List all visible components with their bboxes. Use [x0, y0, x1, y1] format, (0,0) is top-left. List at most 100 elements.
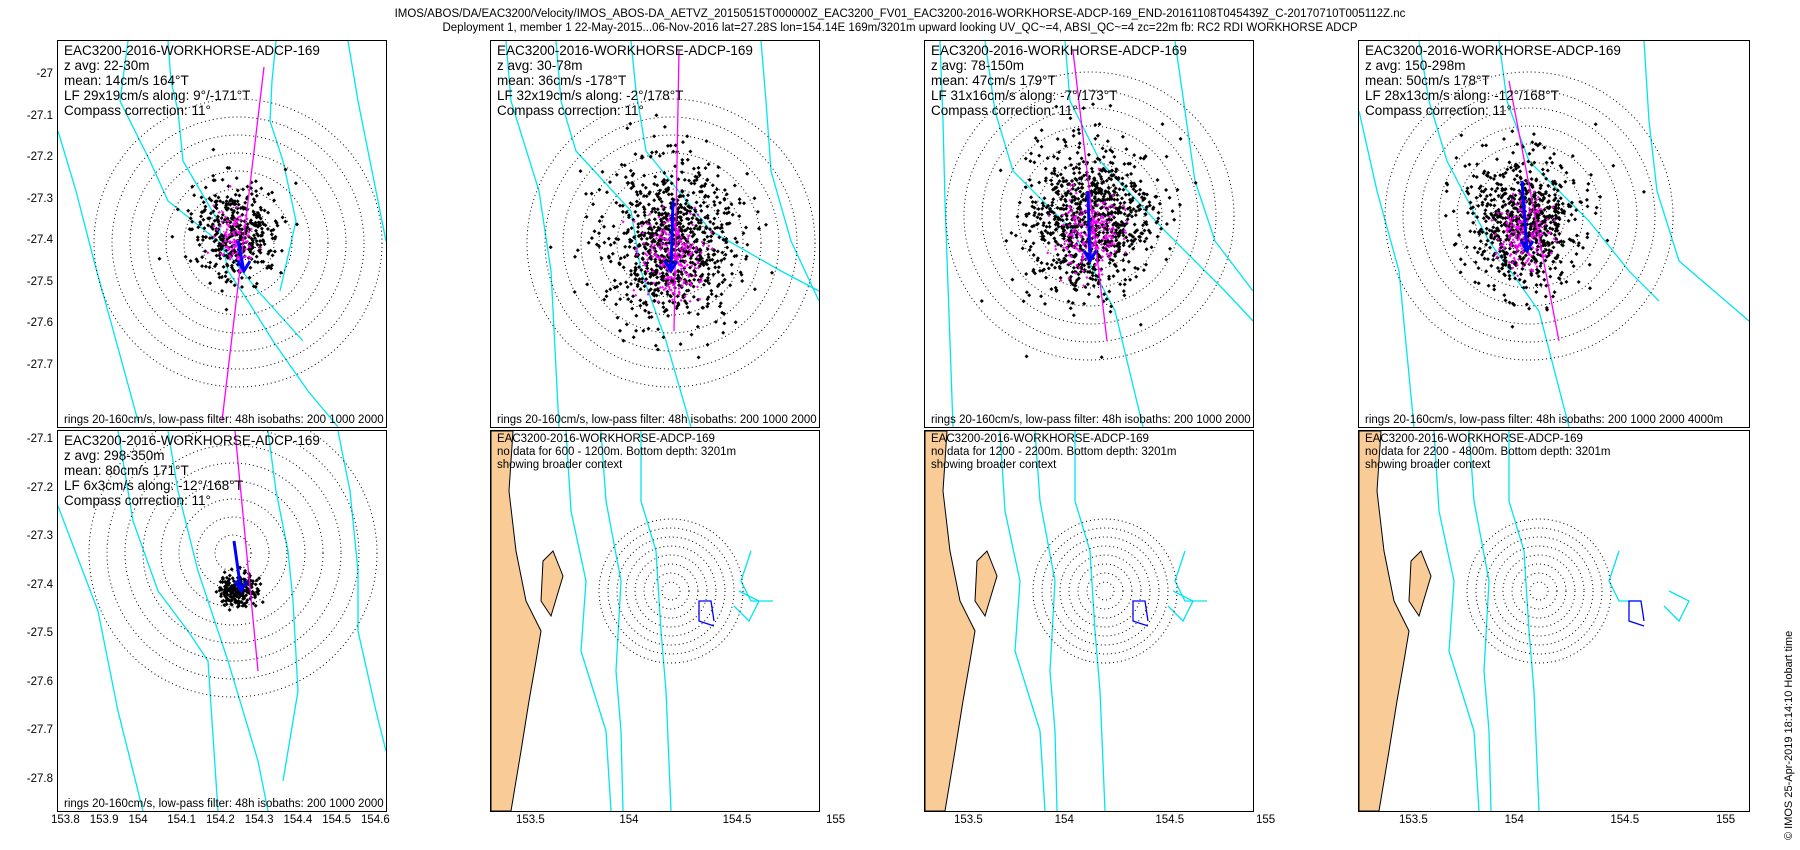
arrow-head: [1082, 250, 1098, 264]
arrow-head: [233, 580, 249, 594]
isobath-line: [1174, 41, 1253, 292]
x-tick-label: 153.5: [1399, 814, 1428, 826]
panel-title: EAC3200-2016-WORKHORSE-ADCP-169: [497, 43, 753, 58]
x-tick-label: 154.5: [322, 814, 352, 826]
context-label: showing broader context: [497, 459, 623, 471]
arrow-head: [1519, 240, 1535, 254]
speed-ring: [160, 480, 306, 626]
compass-label: Compass correction: 11°: [1365, 103, 1512, 118]
speed-ring: [1050, 536, 1160, 646]
speed-ring: [142, 462, 324, 644]
coastline-land: [1359, 431, 1410, 811]
isobath-line: [640, 431, 672, 811]
speed-ring: [1474, 161, 1584, 271]
principal-axis-line: [221, 66, 265, 422]
arrow-head: [236, 260, 252, 274]
depth-label: z avg: 30-78m: [497, 58, 583, 73]
scatter-points: [979, 102, 1198, 360]
y-tick-label: -27.2: [26, 481, 53, 494]
y-tick-label: -27.5: [26, 627, 53, 640]
panel-plot: [939, 41, 1253, 427]
isobath-line: [1663, 590, 1690, 623]
panel-map: [925, 431, 1207, 811]
arrow-head: [663, 260, 679, 274]
compass-label: Compass correction: 11°: [64, 103, 211, 118]
mean-label: mean: 47cm/s 179°T: [931, 73, 1056, 88]
y-tick-label: -27.6: [26, 675, 53, 688]
panel-footer: rings 20-160cm/s, low-pass filter: 48h i…: [497, 414, 820, 426]
x-tick-label: 154.5: [1155, 814, 1185, 826]
speed-ring: [1041, 527, 1169, 655]
panel-plot: [58, 41, 386, 427]
figure-header-path: IMOS/ABOS/DA/EAC3200/Velocity/IMOS_ABOS-…: [394, 8, 1406, 20]
speed-ring: [178, 498, 288, 608]
y-tick-label: -27.4: [26, 234, 53, 247]
isobath-line: [347, 41, 386, 242]
speed-ring: [607, 527, 735, 655]
mean-velocity-arrow: [236, 240, 246, 272]
isobath-line: [1174, 550, 1207, 602]
lf-label: LF 6x3cm/s along: -12°/168°T: [64, 478, 243, 493]
y-tick-label: -27.3: [26, 530, 53, 543]
context-map-2200-4800m: EAC3200-2016-WORKHORSE-ADCP-169 no data …: [1358, 430, 1750, 812]
panel-footer: rings 20-160cm/s, low-pass filter: 48h i…: [1365, 414, 1723, 426]
isobath-line: [269, 41, 297, 292]
island-land: [974, 550, 998, 618]
depth-label: z avg: 298-350m: [64, 448, 165, 463]
isobath-line: [939, 41, 954, 427]
x-tick-label: 154.2: [206, 814, 235, 826]
compass-label: Compass correction: 11°: [64, 493, 211, 508]
current-panel-150-298m: EAC3200-2016-WORKHORSE-ADCP-169 z avg: 1…: [1358, 40, 1750, 428]
isobath-line: [1608, 550, 1641, 602]
x-tick-label: 154: [1504, 814, 1524, 826]
y-tick-label: -27.8: [26, 773, 53, 785]
isobath-line: [58, 505, 144, 811]
y-tick-label: -27.6: [26, 317, 53, 330]
speed-ring: [1077, 563, 1133, 619]
x-tick-label: 154.1: [167, 814, 197, 826]
panel-footer: rings 20-160cm/s, low-pass filter: 48h i…: [64, 414, 387, 426]
mean-label: mean: 14cm/s 164°T: [64, 73, 189, 88]
x-tick-label: 155: [1256, 814, 1276, 826]
x-tick-label: 154.5: [722, 814, 752, 826]
speed-ring: [963, 89, 1217, 343]
x-tick-label: 153.9: [89, 814, 119, 826]
panel-footer: rings 20-160cm/s, low-pass filter: 48h i…: [931, 414, 1254, 426]
speed-ring: [124, 444, 342, 662]
speed-ring: [580, 152, 762, 334]
panel-map: [491, 431, 773, 811]
mean-velocity-arrow: [1520, 180, 1529, 252]
speed-ring: [147, 152, 329, 334]
scatter-points: [214, 565, 265, 612]
speed-ring: [183, 188, 293, 298]
speed-ring: [1511, 563, 1567, 619]
x-tick-label: 154: [128, 814, 148, 826]
speed-ring: [981, 107, 1199, 325]
speed-ring: [1086, 572, 1124, 610]
x-tick-label: 155: [826, 814, 846, 826]
lf-label: LF 29x19cm/s along: 9°/-171°T: [64, 88, 251, 103]
principal-axis-line: [1072, 50, 1108, 342]
x-tick-label: 154.3: [244, 814, 274, 826]
depth-label: z avg: 150-298m: [1365, 58, 1466, 73]
mean-label: mean: 80cm/s 171°T: [64, 463, 189, 478]
coastline-land: [491, 431, 542, 811]
speed-ring: [643, 563, 699, 619]
compass-label: Compass correction: 11°: [497, 103, 644, 118]
isobath-line: [1132, 600, 1149, 627]
mean-velocity-arrow: [232, 540, 243, 592]
speed-ring: [616, 536, 726, 646]
speed-ring: [1032, 518, 1178, 664]
current-panel-22-30m: EAC3200-2016-WORKHORSE-ADCP-169 z avg: 2…: [57, 40, 387, 428]
speed-ring: [598, 170, 744, 316]
context-map-600-1200m: EAC3200-2016-WORKHORSE-ADCP-169 no data …: [490, 430, 820, 812]
isobath-line: [1359, 110, 1415, 427]
speed-ring: [201, 206, 275, 280]
principal-axis-line: [234, 431, 259, 672]
speed-ring: [1059, 545, 1151, 637]
y-tick-label: -27: [36, 68, 53, 80]
panel-plot: [58, 431, 386, 811]
speed-ring: [634, 554, 708, 628]
current-panel-78-150m: EAC3200-2016-WORKHORSE-ADCP-169 z avg: 7…: [924, 40, 1254, 428]
speed-ring: [1095, 581, 1115, 601]
